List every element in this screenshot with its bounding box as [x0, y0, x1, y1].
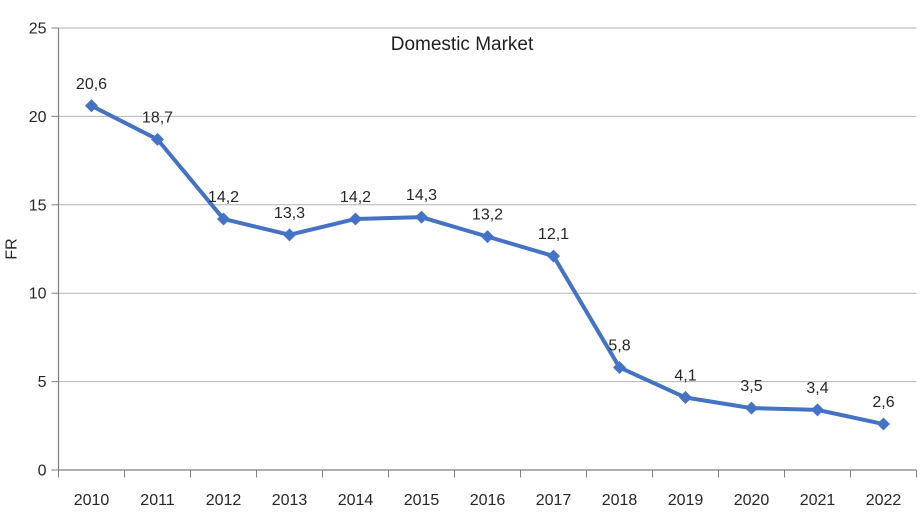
data-label: 13,2	[472, 207, 503, 224]
x-tick-label: 2014	[338, 492, 374, 509]
chart-title: Domestic Market	[390, 34, 534, 55]
data-point-marker	[877, 417, 890, 431]
x-tick-label: 2016	[470, 492, 506, 509]
data-label: 4,1	[674, 368, 696, 385]
data-point-marker	[151, 132, 164, 146]
data-label: 2,6	[872, 394, 894, 411]
data-point-marker	[349, 212, 362, 226]
x-tick-label: 2010	[74, 492, 110, 509]
data-point-marker	[415, 210, 428, 224]
x-tick-label: 2020	[734, 492, 770, 509]
data-point-marker	[481, 230, 494, 244]
x-tick-label: 2013	[272, 492, 308, 509]
x-tick-label: 2011	[140, 492, 175, 509]
y-tick-label: 15	[29, 197, 47, 214]
data-point-marker	[745, 401, 758, 415]
data-label: 3,4	[806, 380, 828, 397]
x-tick-label: 2018	[602, 492, 638, 509]
x-tick-label: 2022	[866, 492, 902, 509]
x-tick-label: 2012	[206, 492, 242, 509]
data-point-marker	[547, 249, 560, 263]
x-tick-label: 2017	[536, 492, 572, 509]
data-point-marker	[85, 99, 98, 113]
data-label: 14,2	[208, 189, 239, 206]
data-label: 13,3	[274, 205, 305, 222]
data-label: 20,6	[76, 76, 107, 93]
y-tick-label: 20	[29, 109, 47, 126]
x-tick-label: 2021	[800, 492, 836, 509]
data-point-marker	[613, 360, 626, 374]
data-point-marker	[217, 212, 230, 226]
y-tick-label: 0	[38, 463, 47, 480]
y-axis-title: FR	[3, 238, 21, 260]
data-label: 14,3	[406, 187, 437, 204]
data-point-marker	[283, 228, 296, 242]
data-label: 12,1	[538, 226, 569, 243]
x-tick-label: 2015	[404, 492, 440, 509]
data-label: 18,7	[142, 109, 173, 126]
x-tick-label: 2019	[668, 492, 704, 509]
data-label: 5,8	[608, 337, 630, 354]
series-line	[89, 103, 886, 427]
data-point-marker	[811, 403, 824, 417]
y-tick-label: 25	[29, 21, 47, 38]
data-label: 14,2	[340, 189, 371, 206]
data-point-marker	[679, 391, 692, 405]
y-tick-label: 10	[29, 286, 47, 303]
y-tick-label: 5	[38, 374, 47, 391]
data-label: 3,5	[740, 378, 762, 395]
